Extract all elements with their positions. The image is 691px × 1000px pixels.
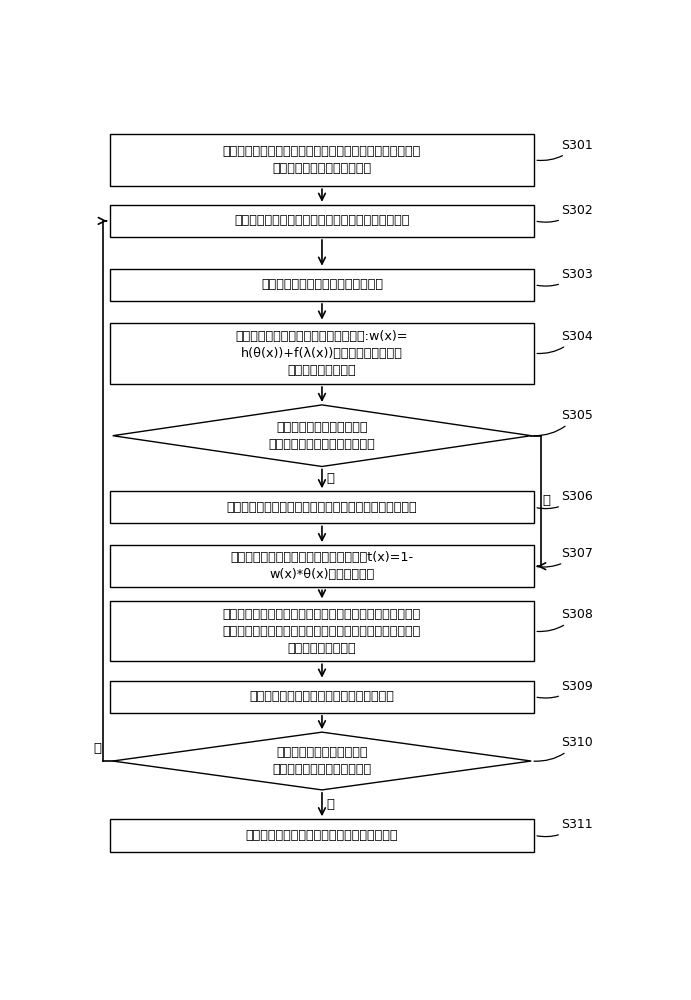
FancyBboxPatch shape — [110, 269, 534, 301]
Text: S303: S303 — [537, 268, 592, 286]
Text: 图像去雾设备根据该去雾权重通过公式：t(x)=1-
w(x)*θ(x)得到透射率值: 图像去雾设备根据该去雾权重通过公式：t(x)=1- w(x)*θ(x)得到透射率… — [230, 551, 413, 581]
Text: S307: S307 — [537, 547, 593, 567]
Text: 图像去雾设备基于该大气光估计值和该含雾图像中该各个去
雾权重对应的透射率值对该含雾图像中该各个像素进行去雾
处理，得到去雾图像: 图像去雾设备基于该大气光估计值和该含雾图像中该各个去 雾权重对应的透射率值对该含… — [223, 608, 421, 655]
Text: 否: 否 — [327, 472, 334, 485]
Text: S304: S304 — [537, 330, 592, 354]
Text: 是: 是 — [543, 494, 551, 507]
Text: S310: S310 — [534, 736, 592, 761]
Text: S302: S302 — [537, 204, 592, 222]
Text: 图像去雾设备确定该去雾权
重是否在该第一预设权重范围内: 图像去雾设备确定该去雾权 重是否在该第一预设权重范围内 — [269, 421, 375, 451]
FancyBboxPatch shape — [110, 491, 534, 523]
Text: 图像去雾设备获取成像设备生成该含雾图像时的景深: 图像去雾设备获取成像设备生成该含雾图像时的景深 — [234, 214, 410, 227]
Polygon shape — [113, 732, 531, 790]
Text: S306: S306 — [537, 490, 592, 509]
Polygon shape — [113, 405, 531, 466]
Text: 图像去雾设备获取该去雾图像的图像对比度: 图像去雾设备获取该去雾图像的图像对比度 — [249, 690, 395, 703]
Text: 图像去雾设备获取第一权重调整范围: 图像去雾设备获取第一权重调整范围 — [261, 278, 383, 291]
FancyBboxPatch shape — [110, 134, 534, 186]
Text: 否: 否 — [93, 742, 101, 755]
Text: 图像去雾设备确定得到的去雾图像为无雾图像: 图像去雾设备确定得到的去雾图像为无雾图像 — [246, 829, 398, 842]
Text: 是: 是 — [327, 798, 334, 811]
Text: S309: S309 — [537, 680, 592, 698]
FancyBboxPatch shape — [110, 323, 534, 384]
Text: S301: S301 — [537, 139, 592, 160]
FancyBboxPatch shape — [110, 819, 534, 852]
Text: 图像去雾设备将该去雾权重调整至该第一预设权重范围内: 图像去雾设备将该去雾权重调整至该第一预设权重范围内 — [227, 501, 417, 514]
Text: S311: S311 — [537, 818, 592, 837]
FancyBboxPatch shape — [110, 205, 534, 237]
Text: 图像去雾设备通过该预设权重参数函数:w(x)=
h(θ(x))+f(λ(x))计算该含雾图像中该
各个像素的去雾权重: 图像去雾设备通过该预设权重参数函数:w(x)= h(θ(x))+f(λ(x))计… — [236, 330, 408, 377]
Text: 图像去雾设备确定该图像对
比度是否在预设对比度范围内: 图像去雾设备确定该图像对 比度是否在预设对比度范围内 — [272, 746, 372, 776]
FancyBboxPatch shape — [110, 681, 534, 713]
Text: S308: S308 — [537, 608, 593, 632]
FancyBboxPatch shape — [110, 601, 534, 661]
FancyBboxPatch shape — [110, 545, 534, 587]
Text: S305: S305 — [534, 409, 593, 436]
Text: 图像去雾设备获取待处理的含雾图像的大气光估计值和该含
雾图像中各个像素的去雾参数: 图像去雾设备获取待处理的含雾图像的大气光估计值和该含 雾图像中各个像素的去雾参数 — [223, 145, 421, 175]
